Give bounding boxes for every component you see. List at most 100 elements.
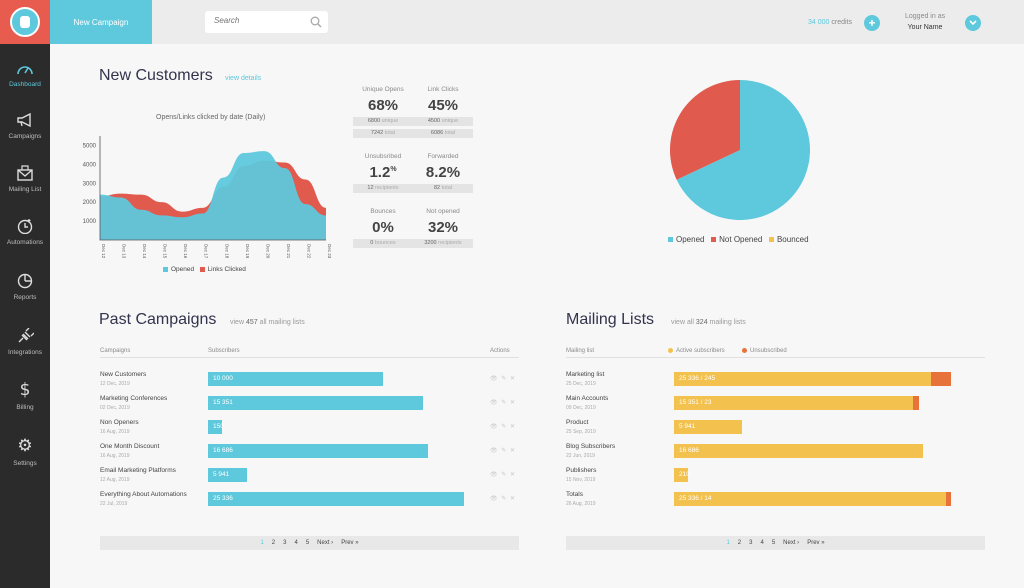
sidebar-item-integrations[interactable]: Integrations <box>0 328 50 356</box>
row-actions[interactable]: 👁 ✎ ✕ <box>490 400 517 406</box>
sidebar-item-reports[interactable]: Reports <box>0 273 50 301</box>
x-tick-label: Dec 20 <box>265 244 270 259</box>
stat-pill: 7242 total <box>353 129 413 138</box>
mailing-list-name[interactable]: Main Accounts <box>566 395 609 402</box>
page-link[interactable]: 5 <box>771 540 776 546</box>
subscribers-bar: 5 941 <box>674 420 742 434</box>
stat-label: Unsubsribed <box>364 153 402 160</box>
opens-links-area-chart: 1000 2000 3000 4000 5000 Dec 12 Dec 13 Dec 14 De… <box>83 136 332 259</box>
page-link[interactable]: 4 <box>760 540 764 546</box>
campaign-date: 16 Aug, 2019 <box>100 429 130 435</box>
row-actions[interactable]: 👁 ✎ ✕ <box>490 496 517 502</box>
row-actions[interactable]: 👁 ✎ ✕ <box>490 376 517 382</box>
row-actions[interactable]: 👁 ✎ ✕ <box>490 472 517 478</box>
sidebar-item-label: Automations <box>6 239 44 246</box>
legend-not-opened: Not Opened <box>719 235 763 244</box>
megaphone-icon <box>17 112 31 128</box>
subscribers-bar: 15 351 <box>208 396 423 410</box>
sidebar-item-mailing-list[interactable]: Mailing List <box>0 165 50 193</box>
mailing-list-name[interactable]: Marketing list <box>566 371 605 378</box>
prev-link[interactable]: Prev » <box>807 540 825 546</box>
gauge-icon <box>17 66 33 75</box>
sidebar-item-dashboard[interactable]: Dashboard <box>0 62 50 88</box>
sidebar-item-campaigns[interactable]: Campaigns <box>0 112 50 140</box>
campaign-name[interactable]: Email Marketing Platforms <box>100 467 176 474</box>
stat-value: 68% <box>367 97 399 114</box>
view-suffix: all mailing lists <box>259 319 305 326</box>
page-link[interactable]: 1 <box>726 540 730 546</box>
prev-link[interactable]: Prev » <box>341 540 359 546</box>
next-link[interactable]: Next › <box>317 540 334 546</box>
page-link[interactable]: 3 <box>283 540 287 546</box>
page-link[interactable]: 2 <box>737 540 742 546</box>
stat-pill-number: 6086 <box>430 130 444 136</box>
sidebar-item-label: Integrations <box>8 349 42 356</box>
bar-value: 25 336 / 14 <box>679 495 712 502</box>
unsubscribed-segment <box>931 372 951 386</box>
campaign-name[interactable]: Non Openers <box>100 419 139 426</box>
logo[interactable] <box>0 0 50 44</box>
view-details-link[interactable]: view details <box>225 75 262 82</box>
campaign-date: 22 Jul, 2019 <box>100 501 128 507</box>
sidebar-item-billing[interactable]: $ Billing <box>0 381 50 411</box>
campaign-date: 16 Aug, 2019 <box>100 453 130 459</box>
page-link[interactable]: 4 <box>294 540 298 546</box>
envelope-icon <box>17 165 33 181</box>
user-menu-button[interactable] <box>965 15 981 31</box>
user-info: Logged in as Your Name <box>905 13 945 31</box>
stat-pill-text: recipients <box>375 185 399 191</box>
page-link[interactable]: 5 <box>305 540 310 546</box>
stat-pill-text: total <box>384 130 396 136</box>
header-divider <box>566 357 985 358</box>
search-icon[interactable] <box>310 16 322 28</box>
mailing-list-name[interactable]: Blog Subscribers <box>566 443 616 450</box>
credits-label: credits <box>831 19 852 26</box>
x-tick-label: Dec 15 <box>163 244 168 259</box>
mailing-list-date: 22 Jun, 2019 <box>566 453 595 459</box>
bar-value: 25 336 / 245 <box>679 375 716 382</box>
new-campaign-button[interactable]: New Campaign <box>50 0 152 44</box>
stat-unique-opens: Unique Opens 68% 6800 unique 7242 total <box>353 86 413 138</box>
subscribers-bar: 10 000 <box>208 372 383 386</box>
page-link[interactable]: 1 <box>260 540 264 546</box>
row-actions[interactable]: 👁 ✎ ✕ <box>490 424 517 430</box>
sidebar-item-label: Campaigns <box>8 133 42 140</box>
campaign-name[interactable]: New Customers <box>100 371 147 378</box>
legend-active-label: Active subscribers <box>676 348 725 355</box>
stat-label: Link Clicks <box>427 86 459 93</box>
stat-pill-number: 7242 <box>370 130 384 136</box>
campaign-name[interactable]: Everything About Automations <box>100 491 187 498</box>
chart-title: Opens/Links clicked by date (Daily) <box>156 114 266 121</box>
page-link[interactable]: 2 <box>271 540 276 546</box>
page-link[interactable]: 3 <box>749 540 753 546</box>
lists-pagination: 1 2 3 4 5 Next › Prev » <box>566 536 985 550</box>
view-count: 457 <box>245 319 258 326</box>
campaign-name[interactable]: One Month Discount <box>100 443 160 450</box>
y-tick-label: 4000 <box>83 162 97 168</box>
mailing-list-name[interactable]: Totals <box>566 491 583 498</box>
mailing-list-date: 15 Nov, 2019 <box>566 477 596 483</box>
stat-pill-number: 4500 <box>427 118 441 124</box>
add-credits-button[interactable]: + <box>864 15 880 31</box>
bar-value: 15 351 / 23 <box>679 399 712 406</box>
campaign-name[interactable]: Marketing Conferences <box>100 395 168 402</box>
next-link[interactable]: Next › <box>783 540 800 546</box>
stat-pill-number: 82 <box>433 185 441 191</box>
sidebar-item-settings[interactable]: ⚙ Settings <box>0 437 50 467</box>
mailing-list-name[interactable]: Product <box>566 419 589 426</box>
legend-swatch-not-opened <box>711 237 717 243</box>
view-all-lists-link[interactable]: view all 324 mailing lists <box>671 319 746 326</box>
mailing-list-name[interactable]: Publishers <box>566 467 597 474</box>
sidebar-item-automations[interactable]: Automations <box>0 218 50 246</box>
plug-icon <box>18 328 34 343</box>
mailing-list-date: 25 Sep, 2019 <box>566 429 596 435</box>
x-tick-label: Dec 14 <box>142 244 147 259</box>
search-box[interactable] <box>205 11 328 33</box>
legend-unsubscribed: Unsubscribed <box>742 348 787 354</box>
campaigns-pagination: 1 2 3 4 5 Next › Prev » <box>100 536 519 550</box>
stat-value: 1.2% <box>353 164 413 181</box>
row-actions[interactable]: 👁 ✎ ✕ <box>490 448 517 454</box>
view-all-campaigns-link[interactable]: view 457 all mailing lists <box>230 319 305 326</box>
x-tick-label: Dec 21 <box>286 244 291 259</box>
search-input[interactable] <box>214 16 304 25</box>
